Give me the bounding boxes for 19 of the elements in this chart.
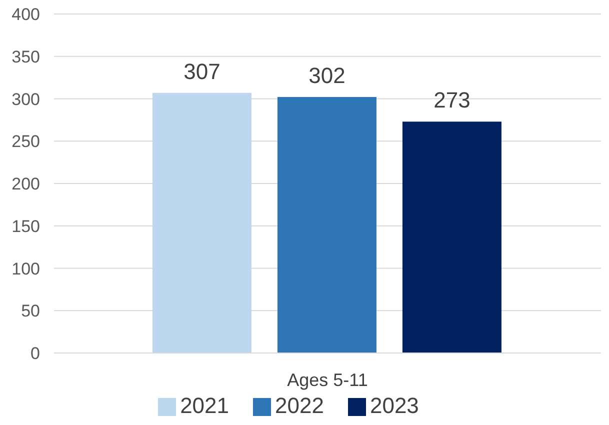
data-label: 273 [434,88,470,113]
y-tick-label: 150 [12,216,40,236]
x-tick-label: Ages 5-11 [287,370,368,390]
y-tick-label: 300 [12,90,40,109]
y-tick-label: 100 [12,259,40,278]
bar [402,122,502,353]
bar [152,92,252,353]
y-tick-label: 400 [12,5,40,24]
legend-label: 2021 [180,393,230,418]
y-tick-label: 250 [12,132,40,152]
legend-label: 2022 [275,393,324,418]
data-label: 302 [308,63,346,88]
data-label: 307 [184,58,220,84]
y-tick-label: 350 [12,47,40,66]
legend-label: 2023 [370,393,419,418]
y-tick-label: 50 [21,302,40,321]
bar [277,97,376,353]
y-tick-label: 0 [30,344,40,364]
y-tick-label: 200 [12,174,40,194]
